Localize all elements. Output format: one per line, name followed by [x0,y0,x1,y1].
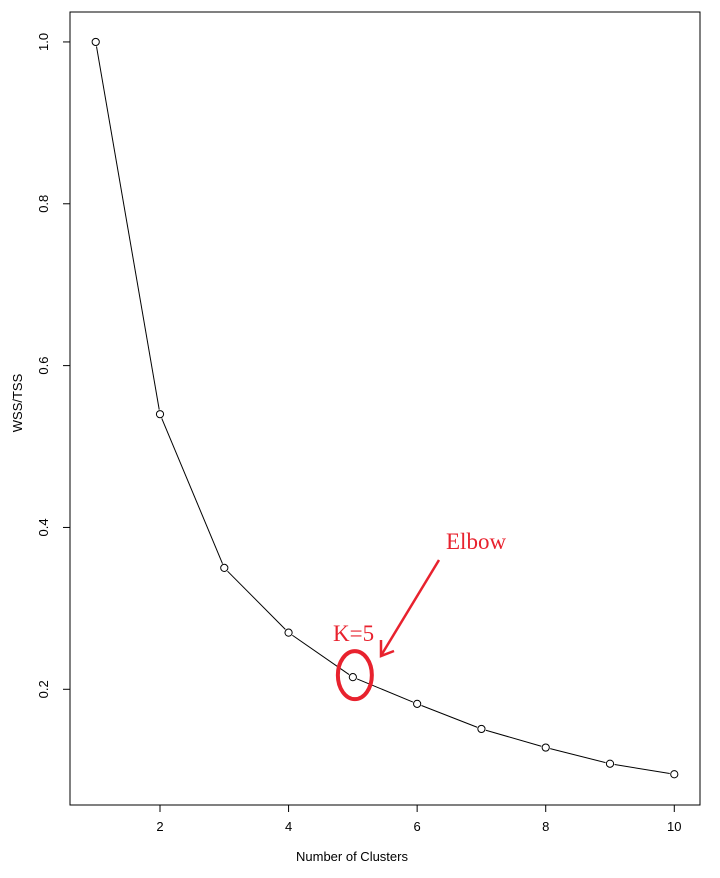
series-wss-tss [91,37,679,779]
y-tick-label: 0.2 [36,680,51,698]
annotations: Elbow K=5 [333,529,506,702]
data-point [477,724,486,734]
x-axis: 2 4 6 8 10 [156,805,682,834]
x-tick-label: 6 [414,819,421,834]
y-axis-title: WSS/TSS [10,373,25,432]
y-tick-label: 0.8 [36,195,51,213]
series-segment [161,418,223,564]
k-annotation-label: K=5 [333,621,374,646]
data-point [220,563,229,573]
series-segment [356,678,414,703]
elbow-annotation-label: Elbow [446,529,506,554]
y-axis: 0.2 0.4 0.6 0.8 1.0 [36,33,70,698]
y-tick-label: 0.4 [36,518,51,536]
data-point [605,759,615,768]
data-point [413,699,422,708]
series-segment [227,570,286,630]
x-tick-label: 4 [285,819,292,834]
y-tick-label: 0.6 [36,357,51,375]
data-point [348,673,357,682]
data-point [541,743,550,752]
x-tick-label: 8 [542,819,549,834]
data-point [284,628,293,637]
x-tick-label: 10 [667,819,681,834]
series-segment [421,705,478,728]
data-point [670,770,679,779]
elbow-arrow-shaft [380,559,441,655]
series-segment [614,763,670,775]
k5-highlight-circle [335,649,374,702]
x-axis-title: Number of Clusters [296,849,408,864]
series-segment [550,748,606,764]
y-tick-label: 1.0 [36,33,51,51]
elbow-arrow-head [379,640,395,658]
x-tick-label: 2 [156,819,163,834]
plot-frame [69,11,701,806]
series-segment [96,46,160,410]
data-point [155,410,165,419]
series-segment [485,729,542,747]
data-point [91,37,100,47]
